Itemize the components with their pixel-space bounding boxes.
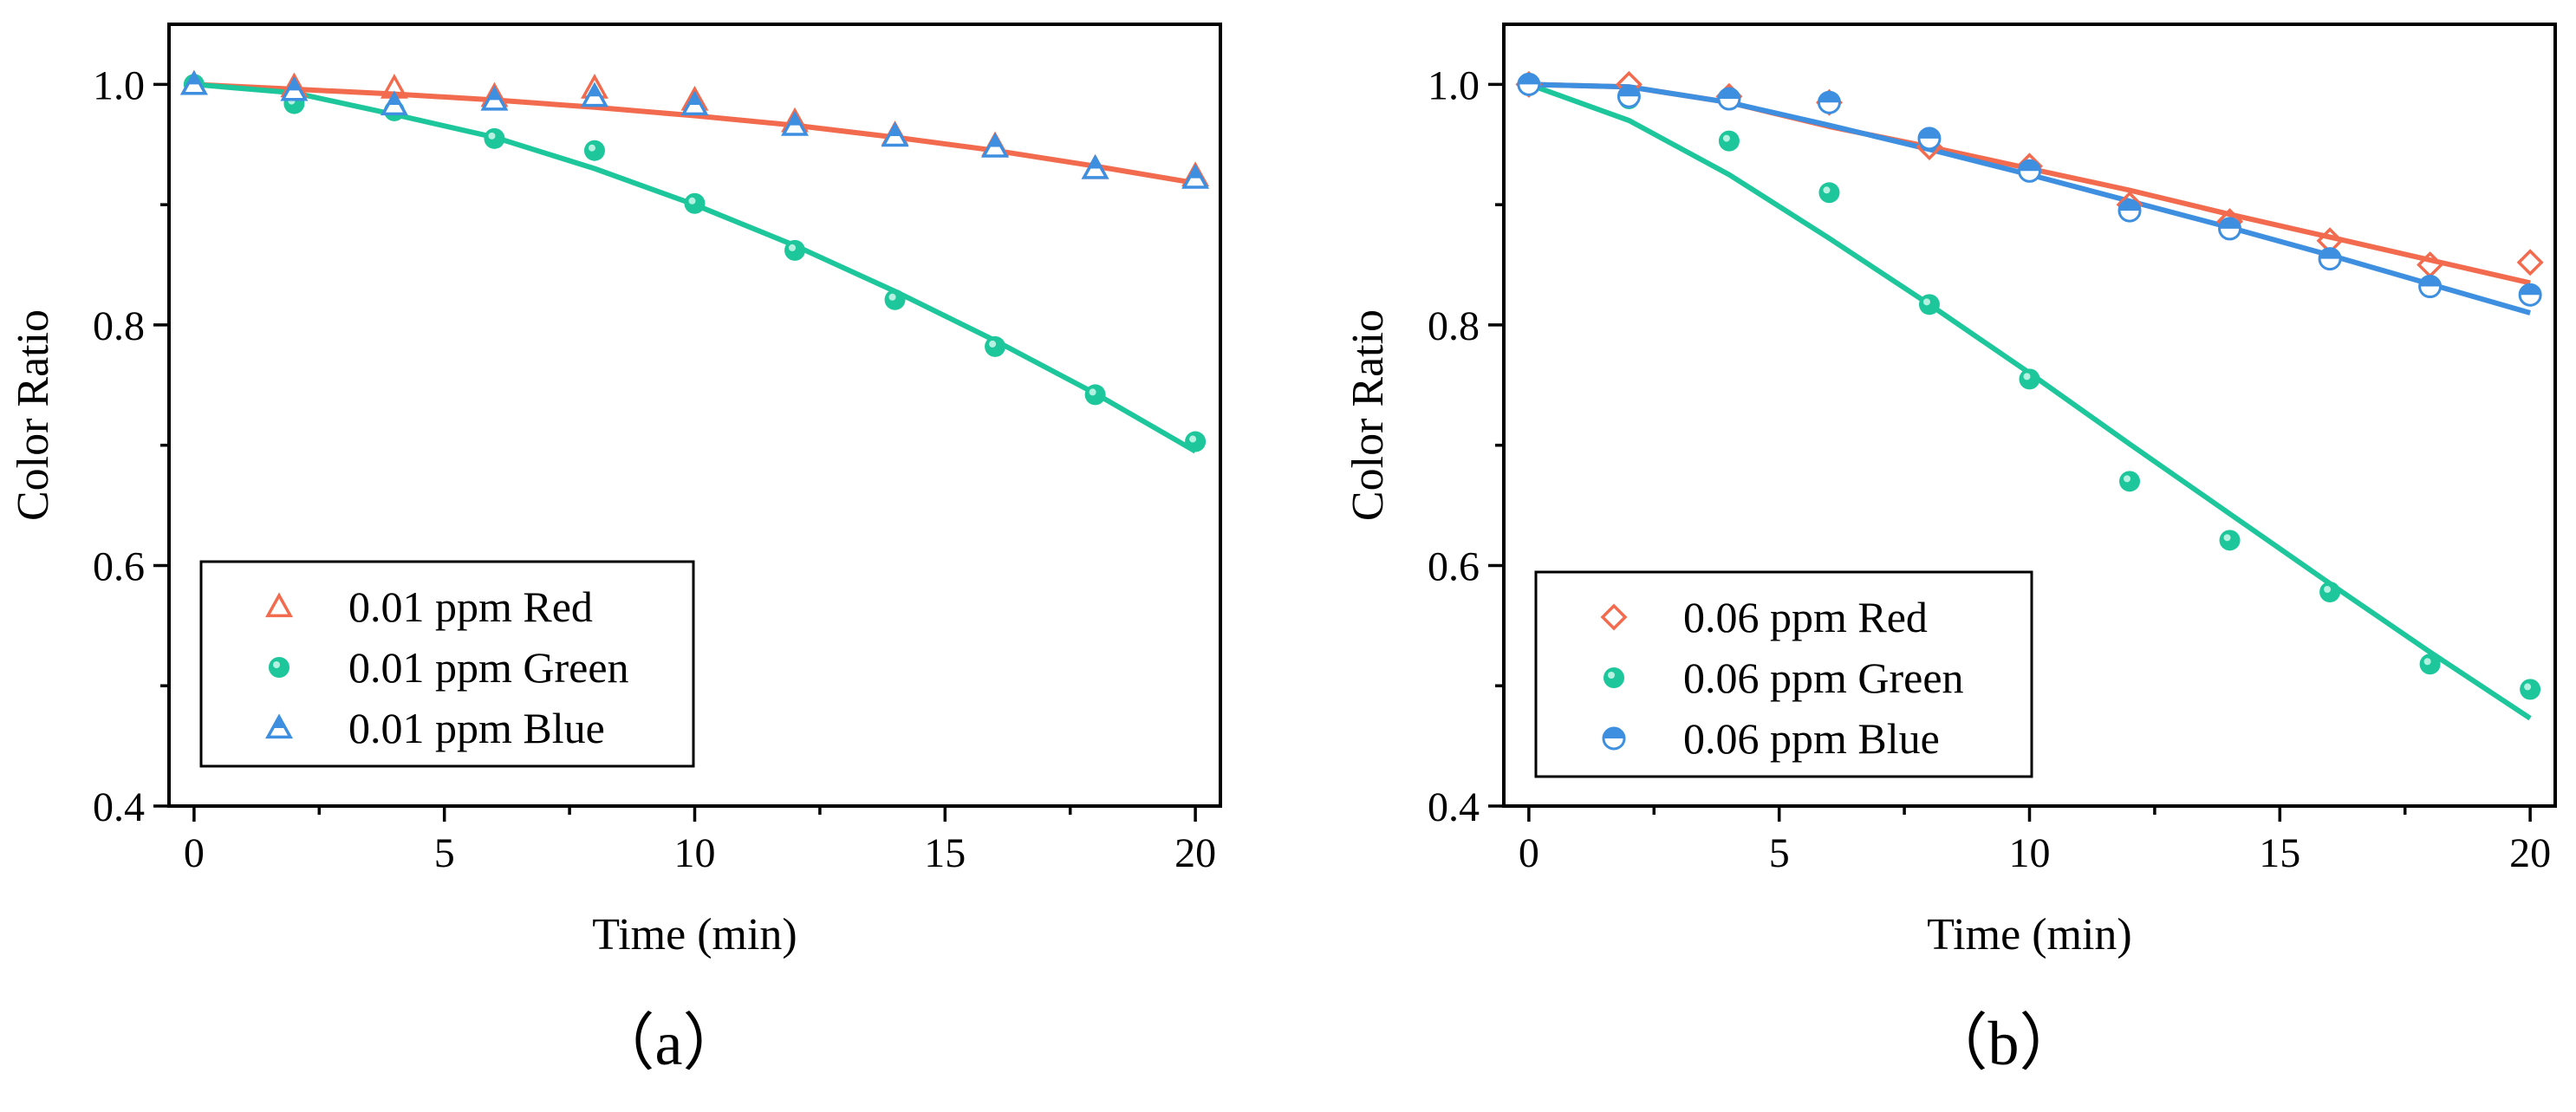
data-point-series-3	[480, 85, 509, 111]
data-point-series-2	[2219, 530, 2241, 551]
data-point-series-3	[881, 121, 909, 147]
data-point-series-3	[1081, 153, 1109, 179]
legend-label-series-1: 0.01 ppm Red	[348, 582, 593, 631]
data-point-series-3	[2518, 283, 2542, 307]
y-tick-label: 0.4	[93, 784, 145, 830]
data-point-series-2	[1185, 431, 1207, 452]
x-tick-label: 0	[184, 830, 205, 876]
panel-label: （b）	[1925, 1009, 2081, 1078]
y-tick-label: 0.6	[1428, 543, 1480, 589]
x-tick-label: 15	[2259, 830, 2300, 876]
panel-b-chart: 0 5 10 15 20 0.4 0.6 0.8 1.0 Time (min) Color Rati…	[1343, 23, 2557, 1078]
data-point-series-3	[1617, 84, 1641, 108]
data-point-series-3	[2418, 275, 2443, 299]
data-point-series-2	[2119, 471, 2141, 492]
data-point-series-2	[484, 127, 505, 149]
data-point-series-3	[2318, 247, 2342, 271]
x-tick-label: 20	[2509, 830, 2551, 876]
data-point-series-2	[583, 140, 605, 161]
x-tick-label: 0	[1519, 830, 1539, 876]
y-tick-label: 0.4	[1428, 784, 1480, 830]
x-axis-label: Time (min)	[1927, 910, 2131, 959]
data-point-series-3	[781, 110, 809, 136]
fit-line-series-2	[193, 81, 1197, 454]
data-point-series-3	[2018, 159, 2041, 183]
data-point-series-3	[380, 90, 408, 116]
x-tick-label: 15	[924, 830, 966, 876]
legend-label-series-1: 0.06 ppm Red	[1683, 593, 1928, 641]
data-point-series-3	[680, 90, 709, 116]
data-point-series-2	[684, 192, 706, 214]
x-axis-label: Time (min)	[592, 910, 797, 959]
data-point-series-2	[2019, 368, 2040, 390]
data-point-series-2	[1084, 384, 1106, 406]
data-point-series-2	[985, 335, 1006, 357]
data-point-series-1	[2516, 249, 2544, 276]
panel-a-chart: 0 5 10 15 20 0.4 0.6 0.8 1.0 Time (min) Color Rati…	[9, 23, 1222, 1078]
x-tick-label: 5	[1769, 830, 1790, 876]
legend-marker-series-3	[1602, 726, 1626, 751]
y-axis-label: Color Ratio	[9, 309, 58, 521]
legend: 0.01 ppm Red 0.01 ppm Green 0.01 ppm Blue	[199, 560, 695, 768]
legend-label-series-2: 0.06 ppm Green	[1683, 654, 1964, 702]
legend-label-series-3: 0.01 ppm Blue	[348, 704, 605, 752]
data-point-series-3	[1917, 127, 1942, 151]
legend-marker-series-2	[269, 657, 289, 678]
legend-marker-series-1	[265, 592, 293, 618]
y-tick-label: 0.8	[1428, 303, 1480, 349]
data-point-series-3	[1517, 72, 1541, 96]
data-point-series-3	[981, 132, 1010, 158]
data-point-series-2	[2319, 581, 2341, 602]
fit-line-series-1	[193, 81, 1196, 186]
data-point-series-2	[884, 289, 906, 310]
data-point-series-2	[1718, 130, 1740, 152]
panel-label: （a）	[593, 1009, 745, 1078]
data-point-series-3	[1181, 164, 1210, 189]
legend-marker-series-1	[1600, 603, 1628, 631]
legend-label-series-2: 0.01 ppm Green	[348, 643, 629, 692]
data-point-series-3	[2117, 198, 2142, 223]
y-tick-label: 1.0	[93, 62, 145, 108]
legend: 0.06 ppm Red 0.06 ppm Green 0.06 ppm Blue	[1534, 570, 2033, 778]
x-tick-label: 5	[434, 830, 455, 876]
data-point-series-2	[1818, 182, 1840, 204]
x-tick-label: 20	[1174, 830, 1216, 876]
data-point-series-3	[1717, 87, 1741, 111]
data-point-series-3	[581, 81, 608, 107]
data-point-series-2	[2520, 679, 2541, 700]
data-point-series-3	[280, 75, 309, 101]
legend-label-series-3: 0.06 ppm Blue	[1683, 714, 1940, 763]
data-point-series-3	[1817, 90, 1841, 114]
fit-line-series-1	[1528, 81, 2531, 286]
legend-marker-series-3	[265, 713, 293, 739]
legend-marker-series-2	[1603, 667, 1624, 688]
y-axis-label: Color Ratio	[1343, 309, 1393, 521]
data-point-series-3	[2218, 217, 2242, 241]
x-tick-label: 10	[674, 830, 716, 876]
y-tick-label: 1.0	[1428, 62, 1480, 108]
x-tick-label: 10	[2009, 830, 2051, 876]
y-tick-label: 0.8	[93, 303, 145, 349]
y-tick-label: 0.6	[93, 543, 145, 589]
data-point-series-2	[1918, 294, 1940, 315]
data-point-series-2	[2419, 654, 2441, 675]
data-point-series-2	[784, 239, 806, 261]
fit-line-series-3	[1528, 81, 2531, 315]
data-point-series-3	[179, 69, 208, 95]
